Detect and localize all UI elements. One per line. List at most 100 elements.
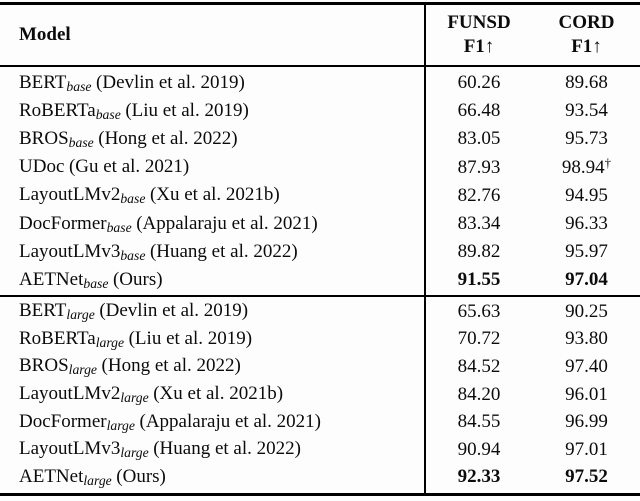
funsd-score: 90.94	[457, 438, 501, 460]
model-name: LayoutLMv3base (Huang et al. 2022)	[19, 240, 298, 263]
table-row-ours: AETNetbase (Ours) 91.55 97.04	[0, 266, 640, 294]
model-citation: (Liu et al. 2019)	[128, 327, 253, 349]
large-models-section: BERTlarge (Devlin et al. 2019) 65.63 90.2…	[0, 298, 640, 491]
model-citation: (Ours)	[112, 268, 163, 290]
model-citation: (Appalaraju et al. 2021)	[136, 212, 318, 234]
model-citation: (Xu et al. 2021b)	[149, 184, 280, 206]
model-size-subscript: large	[120, 390, 149, 406]
model-citation: (Liu et al. 2019)	[125, 99, 249, 121]
model-citation: (Ours)	[116, 465, 166, 487]
funsd-score: 84.20	[457, 383, 501, 405]
model-citation: (Hong et al. 2022)	[101, 355, 241, 377]
model-citation: (Huang et al. 2022)	[149, 240, 298, 262]
table-row: LayoutLMv2large (Xu et al. 2021b) 84.20 9…	[0, 381, 640, 409]
funsd-score: 87.93	[457, 156, 501, 178]
model-citation: (Devlin et al. 2019)	[96, 71, 245, 93]
model-name: BROSlarge (Hong et al. 2022)	[19, 355, 241, 378]
cord-score: 89.68	[565, 72, 608, 94]
model-size-subscript: large	[66, 307, 95, 323]
funsd-score: 65.63	[457, 300, 501, 322]
model-name: BERTbase (Devlin et al. 2019)	[19, 71, 245, 94]
table-row: BERTlarge (Devlin et al. 2019) 65.63 90.2…	[0, 298, 640, 326]
funsd-score: 70.72	[457, 328, 501, 350]
cord-score: 97.04	[565, 269, 608, 291]
model-name: UDoc (Gu et al. 2021)	[19, 156, 190, 178]
model-size-subscript: base	[66, 78, 92, 94]
column-divider	[424, 5, 426, 493]
model-citation: (Hong et al. 2022)	[98, 127, 238, 149]
model-citation: (Huang et al. 2022)	[153, 438, 301, 460]
model-name: BERTlarge (Devlin et al. 2019)	[19, 300, 249, 323]
model-size-subscript: large	[106, 417, 135, 433]
cord-score: 98.94†	[561, 154, 612, 178]
cord-score: 96.01	[565, 383, 608, 405]
model-size-subscript: base	[68, 134, 94, 150]
model-citation: (Devlin et al. 2019)	[99, 300, 249, 322]
funsd-score: 89.82	[457, 241, 501, 263]
model-name: AETNetlarge (Ours)	[19, 465, 166, 488]
table-row: DocFormerbase (Appalaraju et al. 2021) 83…	[0, 210, 640, 238]
model-size-subscript: base	[120, 247, 146, 263]
table-row: BROSlarge (Hong et al. 2022) 84.52 97.40	[0, 353, 640, 381]
funsd-score: 92.33	[457, 466, 501, 488]
base-models-section: BERTbase (Devlin et al. 2019) 60.26 89.68…	[0, 69, 640, 295]
funsd-score: 82.76	[457, 184, 501, 206]
cord-score: 97.52	[565, 466, 608, 488]
cord-score: 93.80	[565, 328, 608, 350]
header-rule	[0, 65, 640, 67]
cord-score: 96.33	[565, 213, 608, 235]
table-row: LayoutLMv3large (Huang et al. 2022) 90.94…	[0, 436, 640, 464]
funsd-score: 91.55	[457, 269, 501, 291]
section-divider-rule	[0, 295, 640, 297]
funsd-score: 84.55	[457, 411, 501, 433]
table-row: UDoc (Gu et al. 2021) 87.93 98.94†	[0, 154, 640, 182]
model-size-subscript: large	[68, 362, 97, 378]
header-cord-label: CORD	[558, 12, 615, 33]
cord-score: 93.54	[565, 100, 608, 122]
table-row: LayoutLMv3base (Huang et al. 2022) 89.82 …	[0, 238, 640, 266]
funsd-score: 83.05	[457, 128, 501, 150]
table-row: LayoutLMv2base (Xu et al. 2021b) 82.76 94…	[0, 182, 640, 210]
model-name: LayoutLMv2base (Xu et al. 2021b)	[19, 184, 280, 207]
table-row: RoBERTabase (Liu et al. 2019) 66.48 93.54	[0, 97, 640, 125]
model-size-subscript: base	[106, 219, 132, 235]
funsd-score: 83.34	[457, 213, 501, 235]
model-name: RoBERTalarge (Liu et al. 2019)	[19, 327, 253, 350]
model-size-subscript: large	[95, 334, 125, 350]
model-name: BROSbase (Hong et al. 2022)	[19, 127, 238, 150]
cord-score: 97.01	[565, 438, 608, 460]
bottom-rule	[0, 493, 640, 496]
cord-score: 95.97	[565, 241, 608, 263]
table-row: DocFormerlarge (Appalaraju et al. 2021) 8…	[0, 408, 640, 436]
table-row-ours: AETNetlarge (Ours) 92.33 97.52	[0, 464, 640, 492]
cord-score: 97.40	[565, 355, 608, 377]
header-funsd-metric: F1↑	[463, 36, 495, 57]
header-funsd-label: FUNSD	[447, 12, 511, 33]
top-rule	[0, 2, 640, 5]
cord-score: 90.25	[565, 300, 608, 322]
model-size-subscript: large	[120, 445, 149, 461]
model-citation: (Xu et al. 2021b)	[153, 383, 284, 405]
model-name: DocFormerbase (Appalaraju et al. 2021)	[19, 212, 318, 235]
table-row: RoBERTalarge (Liu et al. 2019) 70.72 93.8…	[0, 326, 640, 354]
model-name: RoBERTabase (Liu et al. 2019)	[19, 99, 249, 122]
cord-score: 96.99	[565, 411, 608, 433]
header-cord-metric: F1↑	[571, 36, 602, 57]
table-row: BROSbase (Hong et al. 2022) 83.05 95.73	[0, 125, 640, 153]
funsd-score: 66.48	[457, 100, 501, 122]
model-name: LayoutLMv2large (Xu et al. 2021b)	[19, 383, 284, 406]
cord-score: 94.95	[565, 184, 608, 206]
cord-score: 95.73	[565, 128, 608, 150]
model-size-subscript: large	[83, 472, 112, 488]
model-size-subscript: base	[95, 106, 121, 122]
table-row: BERTbase (Devlin et al. 2019) 60.26 89.68	[0, 69, 640, 97]
model-citation: (Appalaraju et al. 2021)	[139, 410, 321, 432]
table-header: Model FUNSD F1↑ CORD F1↑	[0, 5, 640, 65]
funsd-score: 84.52	[457, 355, 501, 377]
header-cord: CORD F1↑	[533, 11, 640, 59]
header-model-label: Model	[19, 24, 71, 45]
header-funsd: FUNSD F1↑	[425, 11, 533, 59]
model-name: AETNetbase (Ours)	[19, 268, 163, 291]
model-name: DocFormerlarge (Appalaraju et al. 2021)	[19, 410, 321, 433]
